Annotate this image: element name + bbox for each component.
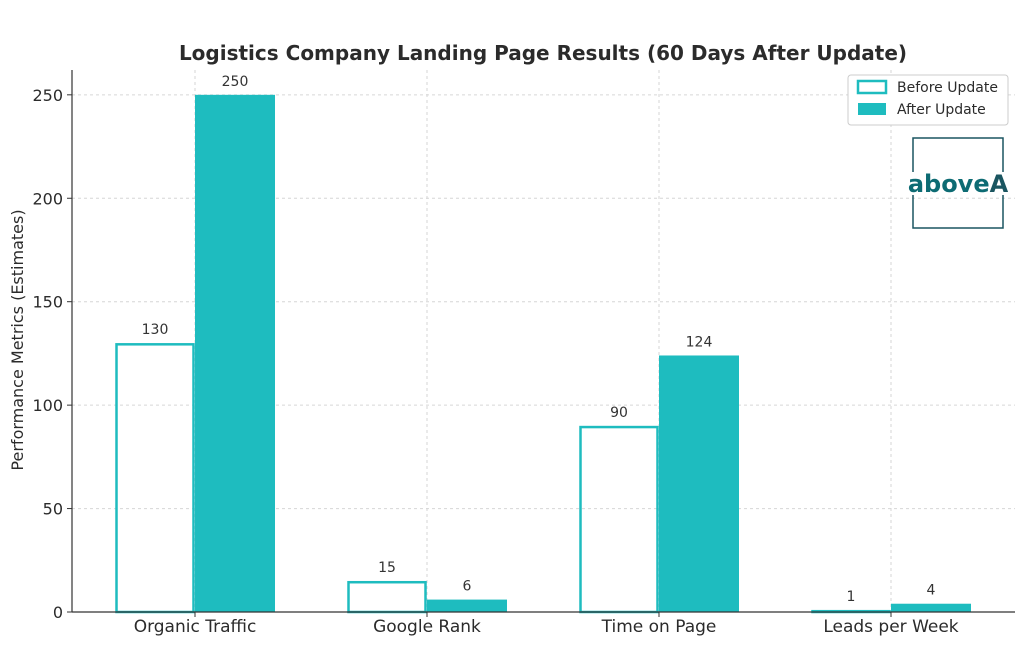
y-tick-label: 50 [43, 500, 63, 519]
bar-value-label: 4 [927, 583, 936, 599]
x-category-label: Google Rank [373, 617, 481, 637]
logo-frame [912, 137, 1004, 229]
bar-before [347, 580, 427, 614]
x-category-label: Organic Traffic [134, 617, 257, 637]
bars-layer: 130 250 15 6 90 124 1 4 [115, 74, 971, 614]
bar-after [195, 94, 275, 613]
axis-layer: 0 50 100 150 200 250 Organic Traffic Google Ran… [32, 70, 1015, 637]
y-tick-label: 0 [53, 603, 63, 622]
bar-after [427, 599, 507, 612]
legend-swatch-before-update [856, 79, 888, 95]
legend: Before Update After Update [847, 74, 1009, 126]
legend-frame [847, 74, 1009, 126]
bar-after [891, 603, 971, 612]
abovea-logo: aboveA [908, 137, 1009, 229]
x-category-label: Leads per Week [823, 617, 958, 637]
bar-value-label: 6 [463, 579, 472, 595]
bar-value-label: 90 [610, 405, 628, 421]
y-tick-label: 250 [32, 86, 63, 105]
bar-value-label: 130 [142, 322, 169, 338]
chart-title: Logistics Company Landing Page Results (… [179, 41, 907, 65]
y-axis-title: Performance Metrics (Estimates) [8, 209, 27, 470]
bar-value-label: 1 [847, 589, 856, 605]
x-category-label: Time on Page [601, 617, 717, 637]
legend-swatch-after-update [858, 103, 886, 115]
legend-label-before-update: Before Update [897, 80, 998, 96]
logo-text-accent: A [990, 170, 1009, 198]
logo-text-main: above [908, 170, 990, 198]
bar-after [659, 355, 739, 612]
y-tick-label: 200 [32, 189, 63, 208]
y-tick-label: 100 [32, 396, 63, 415]
bar-value-label: 124 [686, 334, 713, 350]
logo-wordmark: aboveA [908, 170, 1009, 198]
bar-before [115, 343, 195, 614]
bar-value-label: 15 [378, 560, 396, 576]
y-tick-label: 150 [32, 293, 63, 312]
bar-value-label: 250 [222, 74, 249, 90]
bar-before [579, 425, 659, 614]
legend-label-after-update: After Update [897, 102, 986, 118]
